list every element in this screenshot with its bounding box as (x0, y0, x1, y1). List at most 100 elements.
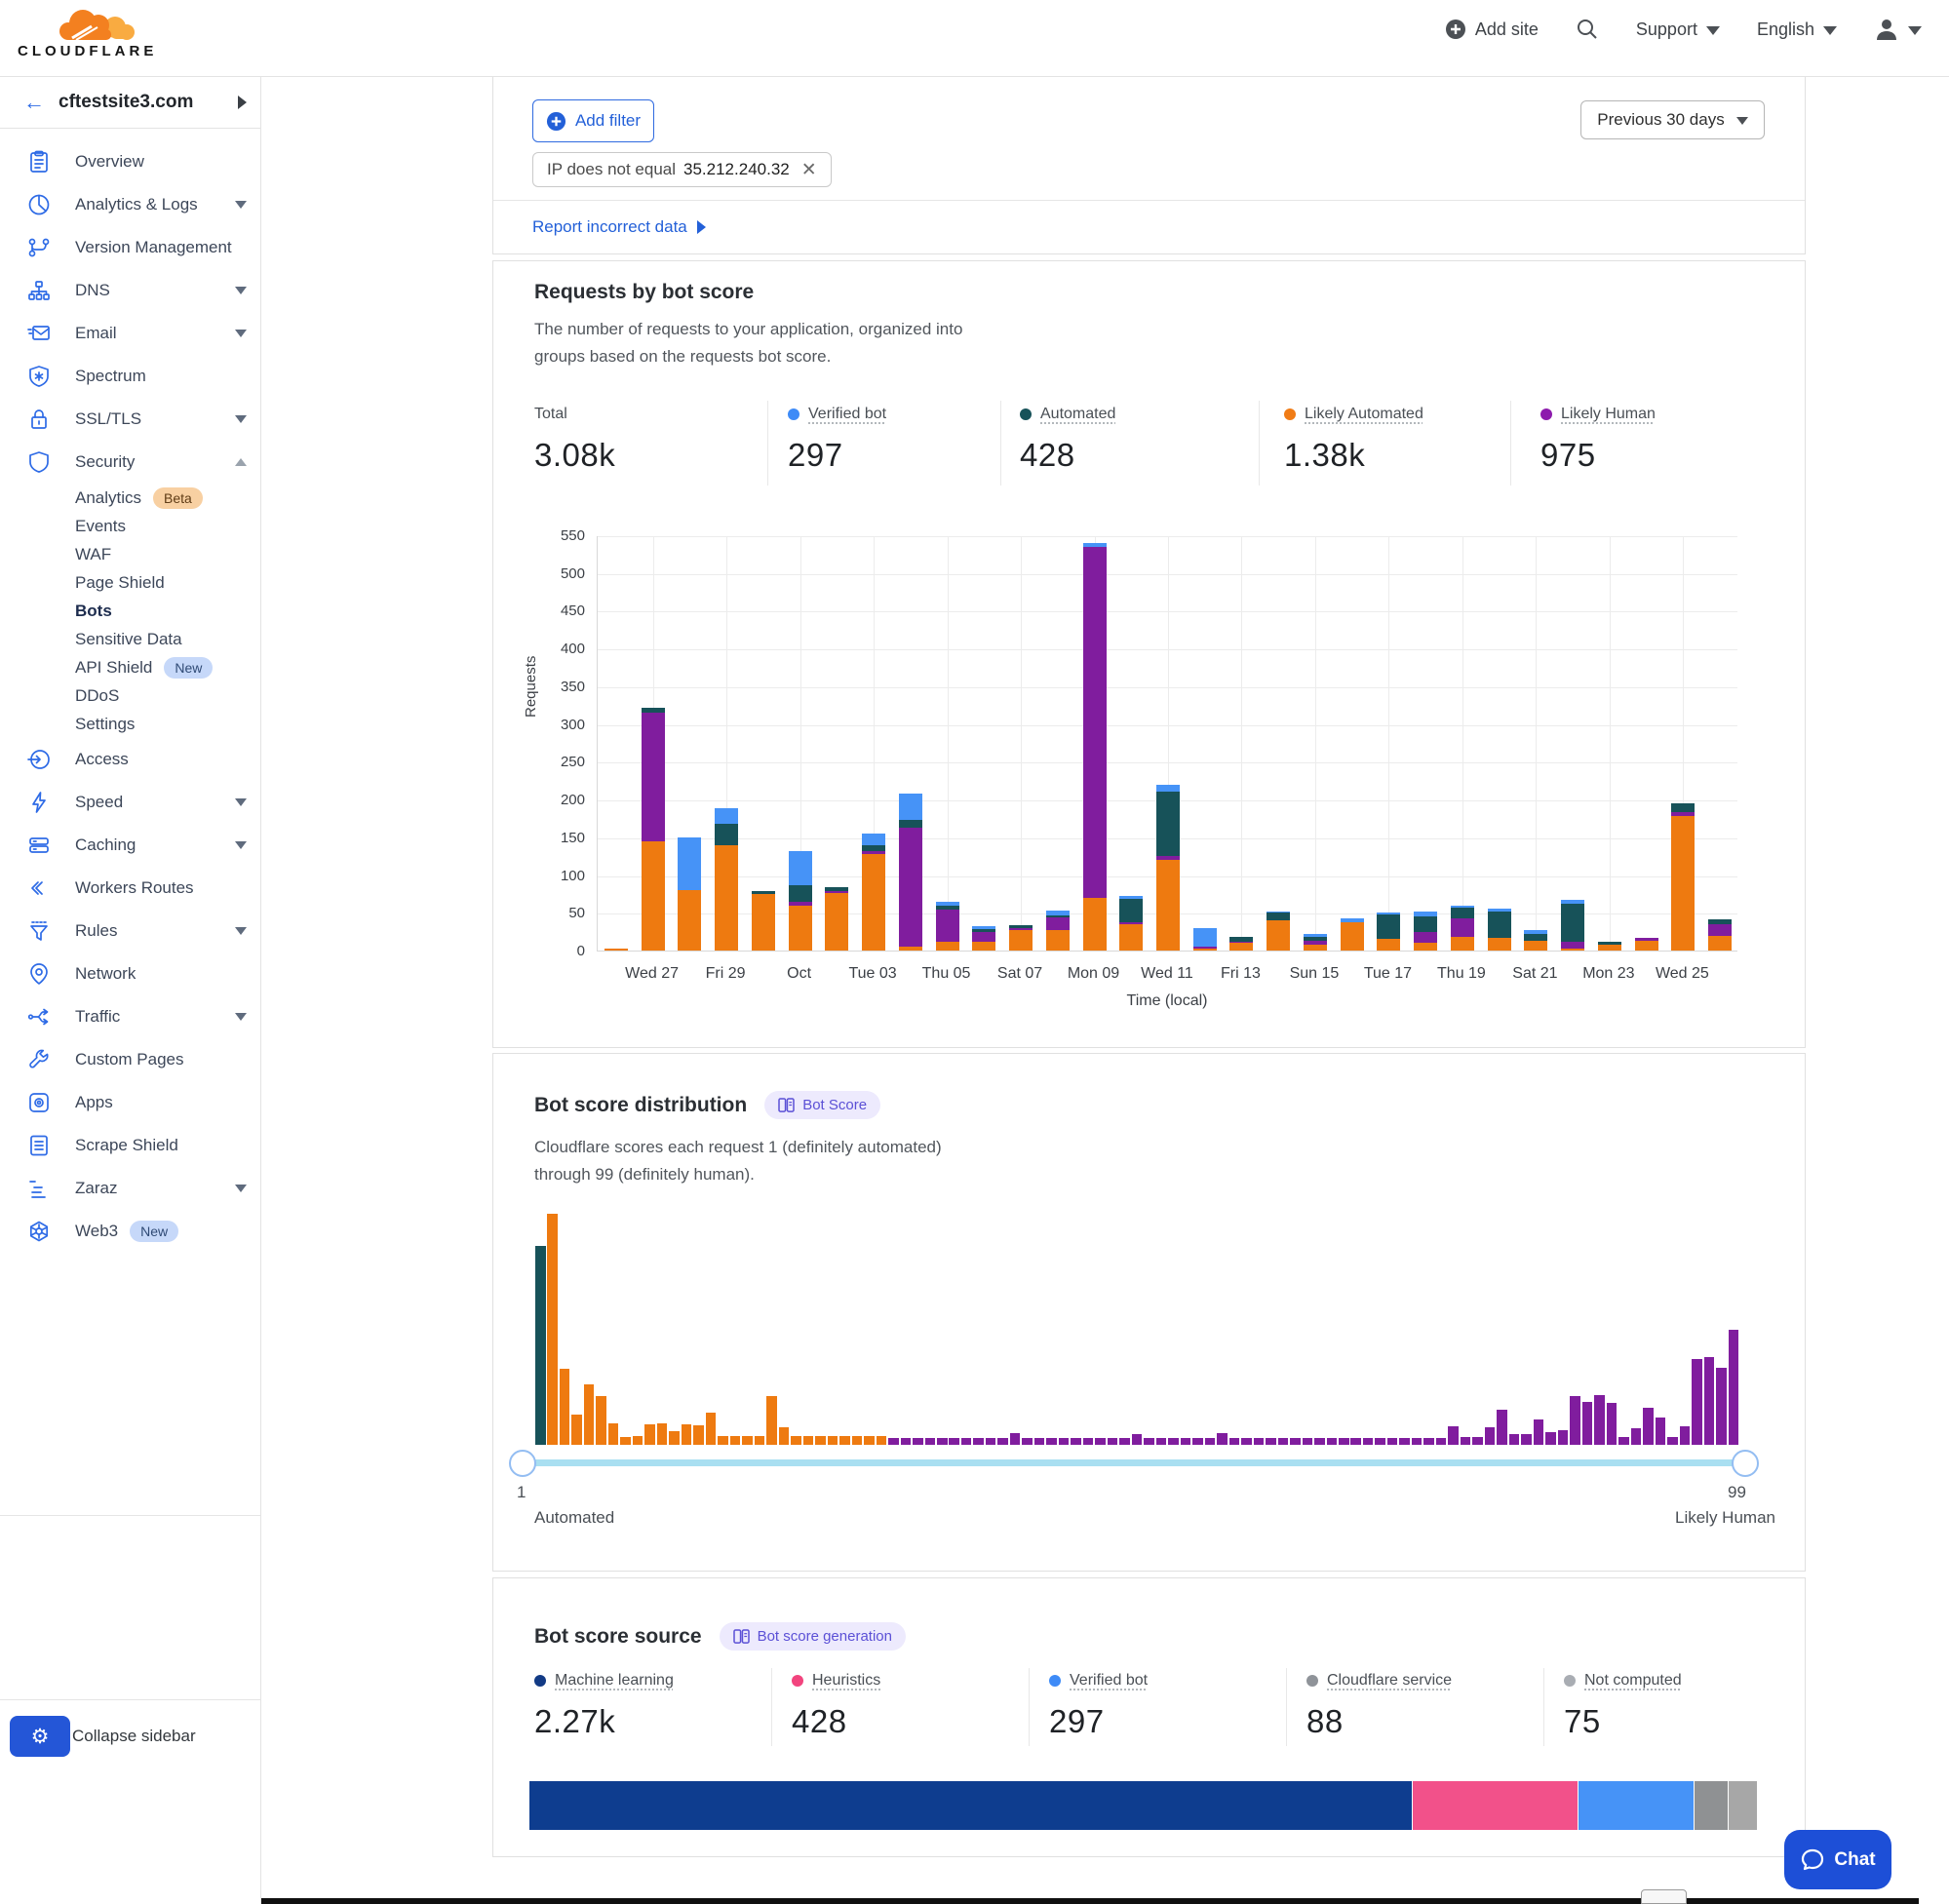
account-menu[interactable] (1874, 17, 1922, 42)
bot-score-badge[interactable]: Bot Score (764, 1091, 881, 1119)
sidebar-item-label: Email (75, 324, 117, 342)
y-tick: 450 (560, 602, 585, 620)
report-incorrect-data-link[interactable]: Report incorrect data (532, 217, 706, 237)
sidebar-item-zaraz[interactable]: Zaraz (0, 1167, 260, 1210)
score-bar-66 (1326, 1437, 1337, 1445)
sidebar-item-ddos[interactable]: DDoS (0, 681, 260, 710)
segment-likely-automated (1156, 860, 1180, 951)
bar-fri-29 (715, 808, 739, 951)
gear-icon: ⚙ (30, 1725, 50, 1748)
close-icon[interactable]: ✕ (800, 159, 817, 180)
score-bar-94 (1667, 1436, 1678, 1445)
slider-handle-min[interactable] (509, 1450, 536, 1477)
sidebar-item-analytics[interactable]: Analytics Beta (0, 484, 260, 512)
gridline (947, 536, 949, 951)
sidebar-item-speed[interactable]: Speed (0, 781, 260, 824)
sidebar-item-label: Security (75, 452, 136, 471)
sidebar-item-rules[interactable]: Rules (0, 910, 260, 952)
bar-tue-17 (1377, 913, 1401, 951)
sidebar-item-label: Web3 (75, 1222, 119, 1240)
site-name: cftestsite3.com (58, 92, 194, 112)
sidebar-item-ssl-tls[interactable]: SSL/TLS (0, 398, 260, 441)
wrench-icon (29, 1049, 49, 1069)
sidebar-item-traffic[interactable]: Traffic (0, 995, 260, 1038)
score-bar-79 (1484, 1427, 1496, 1445)
stat-total: Total 3.08k (534, 406, 615, 474)
divider (767, 401, 768, 486)
x-tick: Tue 17 (1363, 965, 1413, 982)
gear-button[interactable]: ⚙ (10, 1716, 70, 1757)
segment-likely-human (1414, 931, 1438, 944)
score-bar-52 (1155, 1438, 1167, 1445)
bot-score-generation-badge[interactable]: Bot score generation (719, 1622, 906, 1651)
sidebar-item-page-shield[interactable]: Page Shield (0, 568, 260, 597)
sidebar-item-version-management[interactable]: Version Management (0, 226, 260, 269)
date-range-dropdown[interactable]: Previous 30 days (1580, 100, 1765, 139)
add-site-button[interactable]: Add site (1445, 19, 1539, 40)
sidebar-item-network[interactable]: Network (0, 952, 260, 995)
search-button[interactable] (1576, 18, 1599, 41)
segment-likely-human (1634, 937, 1658, 941)
sidebar-item-waf[interactable]: WAF (0, 540, 260, 568)
segment-automated (1119, 899, 1144, 922)
sidebar-item-api-shield[interactable]: API Shield New (0, 653, 260, 681)
slider-handle-max[interactable] (1732, 1450, 1759, 1477)
bar-thu-28 (678, 836, 702, 951)
collapse-sidebar-label: Collapse sidebar (72, 1727, 196, 1745)
code-icon (31, 881, 43, 895)
score-bar-87 (1581, 1402, 1593, 1445)
sidebar-item-dns[interactable]: DNS (0, 269, 260, 312)
support-menu[interactable]: Support (1636, 19, 1720, 40)
sidebar-item-analytics-logs[interactable]: Analytics & Logs (0, 183, 260, 226)
bar-tue-10 (1119, 896, 1144, 951)
sidebar-item-email[interactable]: Email (0, 312, 260, 355)
segment-likely-automated (1340, 921, 1364, 951)
bolt-icon (32, 792, 46, 813)
sidebar-item-security[interactable]: Security (0, 441, 260, 484)
bar-mon-09 (1082, 542, 1107, 951)
divider (1029, 1668, 1030, 1746)
sidebar-item-caching[interactable]: Caching (0, 824, 260, 867)
sidebar-item-spectrum[interactable]: Spectrum (0, 355, 260, 398)
score-bar-80 (1497, 1410, 1507, 1445)
sidebar-item-access[interactable]: Access (0, 738, 260, 781)
score-bar-57 (1217, 1433, 1228, 1445)
x-tick: Sat 07 (996, 965, 1043, 982)
back-arrow-icon[interactable]: ← (23, 90, 45, 114)
segment-likely-human (1229, 941, 1254, 944)
cloudflare-logo[interactable]: CLOUDFLARE (18, 6, 174, 64)
sidebar-item-web3[interactable]: Web3 New (0, 1210, 260, 1253)
score-bar-12 (669, 1430, 680, 1445)
sidebar-item-events[interactable]: Events (0, 512, 260, 540)
stat-label: Total (534, 406, 567, 422)
stat-value: 297 (1049, 1703, 1105, 1739)
sidebar: ← cftestsite3.com Overview Analytics & L… (0, 77, 261, 1904)
sidebar-item-overview[interactable]: Overview (0, 140, 260, 183)
score-bar-45 (1071, 1438, 1081, 1445)
score-bar-35 (949, 1438, 959, 1445)
search-icon (1577, 19, 1597, 39)
score-bar-13 (681, 1423, 692, 1445)
sidebar-item-scrape-shield[interactable]: Scrape Shield (0, 1124, 260, 1167)
sidebar-item-settings[interactable]: Settings (0, 710, 260, 738)
add-filter-button[interactable]: Add filter (532, 99, 654, 142)
score-bar-99 (1728, 1329, 1738, 1445)
sidebar-item-sensitive-data[interactable]: Sensitive Data (0, 625, 260, 653)
segment-verified-bot (715, 808, 739, 824)
x-axis-label: Time (local) (1126, 992, 1208, 1009)
score-slider-track[interactable] (522, 1459, 1744, 1466)
chevron-right-icon[interactable] (238, 96, 247, 109)
sidebar-item-bots[interactable]: Bots (0, 597, 260, 625)
chat-button[interactable]: Chat (1784, 1830, 1891, 1889)
sidebar-subitem-label: API Shield (75, 657, 153, 677)
gridline (1462, 536, 1463, 951)
collapse-sidebar[interactable]: ⚙ Collapse sidebar (10, 1716, 196, 1757)
sidebar-item-custom-pages[interactable]: Custom Pages (0, 1038, 260, 1081)
sidebar-item-workers-routes[interactable]: Workers Routes (0, 867, 260, 910)
hex-icon (29, 1221, 49, 1242)
filter-chip[interactable]: IP does not equal 35.212.240.32 ✕ (532, 152, 832, 187)
language-menu[interactable]: English (1757, 19, 1837, 40)
sidebar-item-apps[interactable]: Apps (0, 1081, 260, 1124)
score-bar-67 (1339, 1438, 1349, 1445)
chevron-down-icon (235, 287, 247, 294)
